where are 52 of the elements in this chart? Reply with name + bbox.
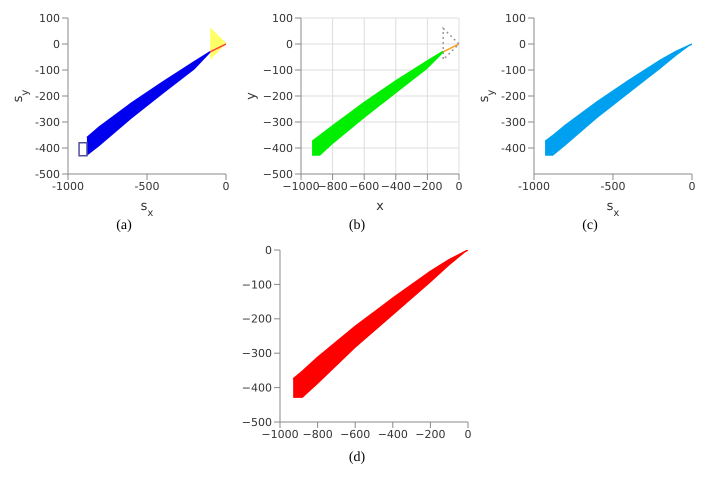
x-tick-label: −400 bbox=[378, 428, 408, 441]
y-tick-label: -300 bbox=[35, 116, 60, 129]
x-tick-label: −600 bbox=[349, 180, 380, 193]
x-axis-title: s$_{x}$ bbox=[606, 199, 620, 218]
y-tick-label: −300 bbox=[242, 347, 272, 360]
y-tick-label: −400 bbox=[242, 382, 272, 395]
x-tick-label: 0 bbox=[464, 428, 472, 441]
y-tick-label: −200 bbox=[242, 312, 272, 326]
y-tick-label: −400 bbox=[262, 142, 293, 155]
x-tick-label: −200 bbox=[415, 428, 446, 441]
x-axis-title: s$_{x}$ bbox=[140, 199, 154, 218]
x-tick-label: −600 bbox=[340, 428, 370, 441]
y-tick-label: 100 bbox=[39, 12, 60, 25]
y-tick-label: -200 bbox=[501, 90, 526, 103]
y-tick-label: −500 bbox=[262, 168, 293, 181]
y-tick-label: -100 bbox=[35, 64, 60, 77]
y-tick-label: −200 bbox=[262, 90, 293, 103]
text: (d) bbox=[348, 450, 366, 467]
x-tick-label: −200 bbox=[412, 180, 443, 193]
x-tick-label: -500 bbox=[134, 180, 160, 193]
y-tick-label: 100 bbox=[505, 12, 526, 25]
x-tick-label: 0 bbox=[456, 180, 462, 193]
y-tick-label: -500 bbox=[35, 168, 60, 181]
x-tick-label: −1000 bbox=[261, 428, 299, 441]
x-tick-label: −400 bbox=[380, 180, 411, 193]
y-tick-label: −500 bbox=[242, 416, 272, 429]
text: (b) bbox=[348, 218, 366, 235]
y-tick-label: -300 bbox=[501, 116, 526, 129]
x-tick-label: −1000 bbox=[282, 180, 320, 193]
y-tick-label: 0 bbox=[265, 244, 272, 257]
y-axis-title: y bbox=[244, 92, 259, 100]
y-tick-label: 0 bbox=[519, 38, 526, 51]
x-tick-label: −800 bbox=[302, 428, 333, 441]
text: (a) bbox=[115, 218, 133, 235]
x-tick-label: -1000 bbox=[52, 180, 84, 193]
x-tick-label: -500 bbox=[600, 180, 626, 193]
x-tick-label: 0 bbox=[222, 180, 230, 193]
y-tick-label: −100 bbox=[242, 278, 272, 292]
y-tick-label: 0 bbox=[53, 38, 60, 51]
y-tick-label: -200 bbox=[35, 90, 60, 103]
x-tick-label: 0 bbox=[688, 180, 696, 193]
x-tick-label: −800 bbox=[317, 180, 348, 193]
y-tick-label: 0 bbox=[286, 38, 293, 51]
x-tick-label: -1000 bbox=[518, 180, 550, 193]
y-tick-label: −100 bbox=[262, 64, 293, 77]
y-tick-label: -400 bbox=[35, 142, 60, 155]
y-tick-label: 100 bbox=[272, 12, 293, 25]
y-tick-label: -400 bbox=[501, 142, 526, 155]
y-tick-label: -100 bbox=[501, 64, 526, 77]
text: (c) bbox=[581, 218, 599, 235]
y-tick-label: −300 bbox=[262, 116, 293, 129]
x-axis-title: x bbox=[376, 199, 384, 214]
